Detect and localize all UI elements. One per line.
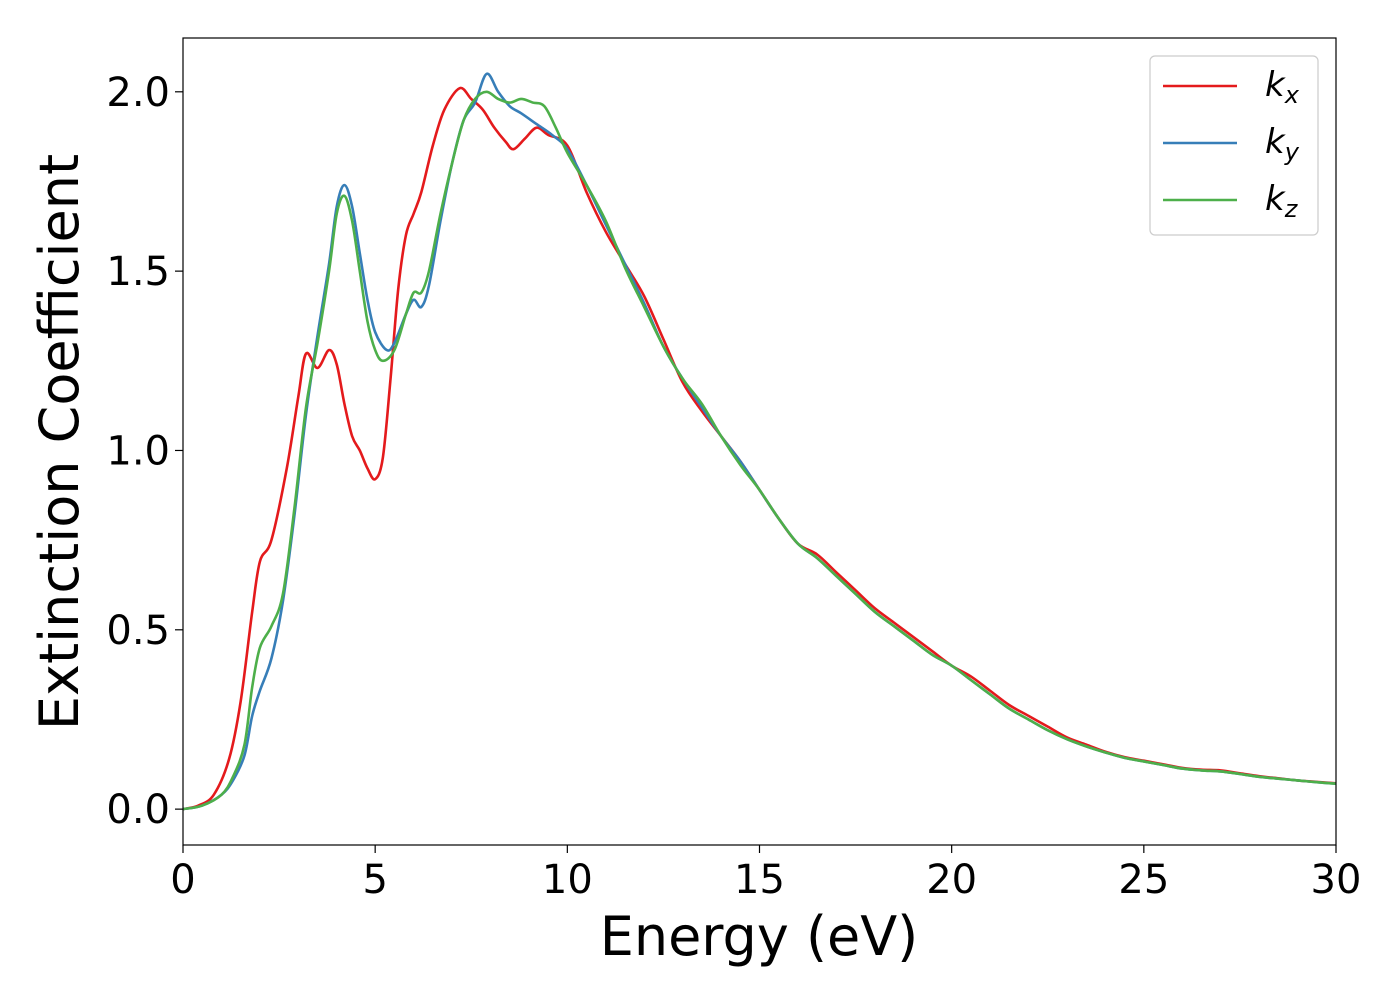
y-tick-label: 2.0 [106, 70, 170, 116]
x-tick-label: 5 [362, 857, 387, 903]
y-tick-label: 0.5 [106, 608, 170, 654]
legend: kx ky kz [1149, 55, 1319, 236]
y-tick-label: 0.0 [106, 787, 170, 833]
legend-label-ky: ky [1265, 122, 1300, 166]
x-tick-label: 15 [734, 857, 785, 903]
legend-box [1149, 55, 1319, 236]
axes: 0 5 10 15 20 25 30 0.0 0.5 1.0 1.5 2.0 [106, 37, 1362, 903]
x-tick-label: 30 [1311, 857, 1362, 903]
series-line-kz [183, 90, 1336, 811]
legend-label-kx: kx [1265, 65, 1300, 109]
x-axis-title: Energy (eV) [600, 905, 919, 968]
x-tick-label: 25 [1118, 857, 1169, 903]
x-tick-label: 0 [170, 857, 195, 903]
x-tick-label: 10 [542, 857, 593, 903]
y-tick-label: 1.0 [106, 428, 170, 474]
series-group [183, 72, 1336, 811]
legend-label-kz: kz [1265, 179, 1299, 223]
x-tick-label: 20 [926, 857, 977, 903]
y-axis-title: Extinction Coefficient [28, 154, 91, 730]
series-line-kx [183, 86, 1336, 811]
y-tick-label: 1.5 [106, 249, 170, 295]
plot-area [183, 72, 1336, 811]
